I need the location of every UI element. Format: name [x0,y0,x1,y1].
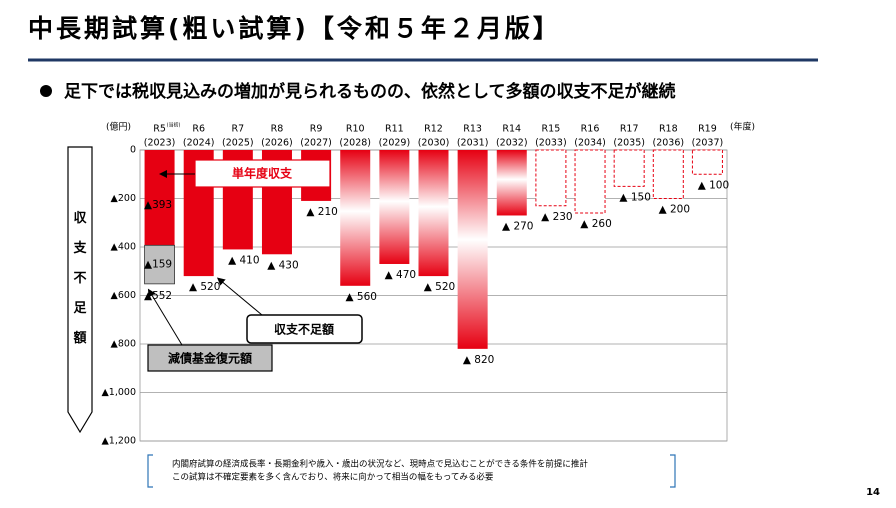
y-tick-label: ▲200 [111,193,136,204]
footnote: この試算は不確定要素を多く含んでおり、将来に向かって相当の幅をもってみる必要 [172,472,494,483]
value-label: ▲393 [144,199,172,211]
x-tick-label: R18 [659,124,678,135]
side-char: 収 [73,211,87,226]
x-year-label: (2027) [300,138,332,149]
annotation: 収支不足額 [274,322,334,337]
bar [652,149,684,199]
x-tick-label: R12 [424,124,443,135]
value-label: ▲ 820 [463,354,494,366]
x-year-label: (2033) [535,138,567,149]
value-label: ▲ 210 [306,206,337,218]
footnote-bracket [147,454,676,488]
bar [457,150,488,349]
side-char: 支 [72,240,87,256]
page-number: 14 [866,487,880,498]
bar [574,149,606,214]
value-label: ▲ 520 [189,281,220,293]
value-label: ▲ 430 [267,259,298,271]
x-year-label: (2032) [496,138,528,149]
bar [144,150,175,246]
x-year-label: (2035) [613,138,645,149]
x-tick-label: R15 [542,124,561,135]
x-tick-label: R14 [502,124,521,135]
x-tick-label: R9 [310,124,323,135]
x-year-label: (2025) [222,138,254,149]
side-char: 額 [72,330,86,346]
side-char: 足 [73,301,87,316]
x-tick-label: R5 [153,124,166,135]
legend-arrow [147,288,183,346]
subtitle: 足下では税収見込みの増加が見られるものの、依然として多額の収支不足が継続 [64,81,676,102]
annotation-box [246,314,363,344]
title: 中長期試算(粗い試算)【令和５年２月版】 [28,14,561,43]
category-note: (当初) [167,122,181,129]
total-label: ▲552 [144,290,172,302]
bullet [40,85,52,97]
value-label: ▲159 [144,259,172,271]
x-tick-label: R19 [698,124,717,135]
y-tick-label: ▲600 [111,290,136,301]
y-tick-label: ▲1,000 [101,387,136,398]
value-label: ▲ 560 [345,291,376,303]
bar [691,149,723,175]
value-label: ▲ 260 [580,218,611,230]
x-tick-label: R8 [271,124,284,135]
value-label: ▲ 150 [619,191,650,203]
x-year-label: (2024) [183,138,215,149]
legend-box [147,344,273,372]
value-label: ▲ 470 [385,269,416,281]
bar [535,149,567,207]
x-year-label: (2023) [144,138,176,149]
x-tick-label: R6 [192,124,205,135]
bar-segment [144,244,175,285]
x-year-label: (2037) [692,138,724,149]
y-unit: (億円) [106,121,131,133]
bar [340,150,371,286]
value-label: ▲ 270 [502,220,533,232]
x-year-label: (2029) [379,138,411,149]
x-unit: (年度) [730,121,755,133]
bar [379,150,410,264]
x-tick-label: R11 [385,124,404,135]
bar [496,150,527,216]
x-tick-label: R7 [232,124,245,135]
x-tick-label: R13 [463,124,482,135]
x-year-label: (2031) [457,138,489,149]
y-tick-label: ▲1,200 [101,436,136,447]
side-label: 収支不足額 [72,211,87,346]
value-label: ▲ 410 [228,254,259,266]
x-year-label: (2036) [653,138,685,149]
y-tick-label: ▲400 [111,242,136,253]
y-tick-label: ▲800 [111,339,136,350]
x-year-label: (2034) [574,138,606,149]
value-label: ▲ 200 [659,204,690,216]
x-year-label: (2028) [339,138,371,149]
legend-label: 減債基金復元額 [168,351,252,366]
bar [418,150,449,277]
x-tick-label: R10 [346,124,365,135]
x-tick-label: R17 [620,124,639,135]
footnote: 内閣府試算の経済成長率・長期金利や歳入・歳出の状況など、現時点で見込むことができ… [172,459,588,470]
value-label: ▲ 230 [541,211,572,223]
y-tick-label: 0 [130,145,136,156]
value-label: ▲ 520 [424,281,455,293]
value-label: ▲ 100 [698,179,729,191]
bar [613,149,645,187]
x-year-label: (2030) [418,138,450,149]
x-tick-label: R16 [581,124,600,135]
side-char: 不 [73,271,86,286]
side-arrow [67,146,93,434]
legend-box [194,159,331,188]
legend-label: 単年度収支 [232,166,293,181]
x-year-label: (2026) [261,138,293,149]
annotation-arrow [216,277,263,316]
